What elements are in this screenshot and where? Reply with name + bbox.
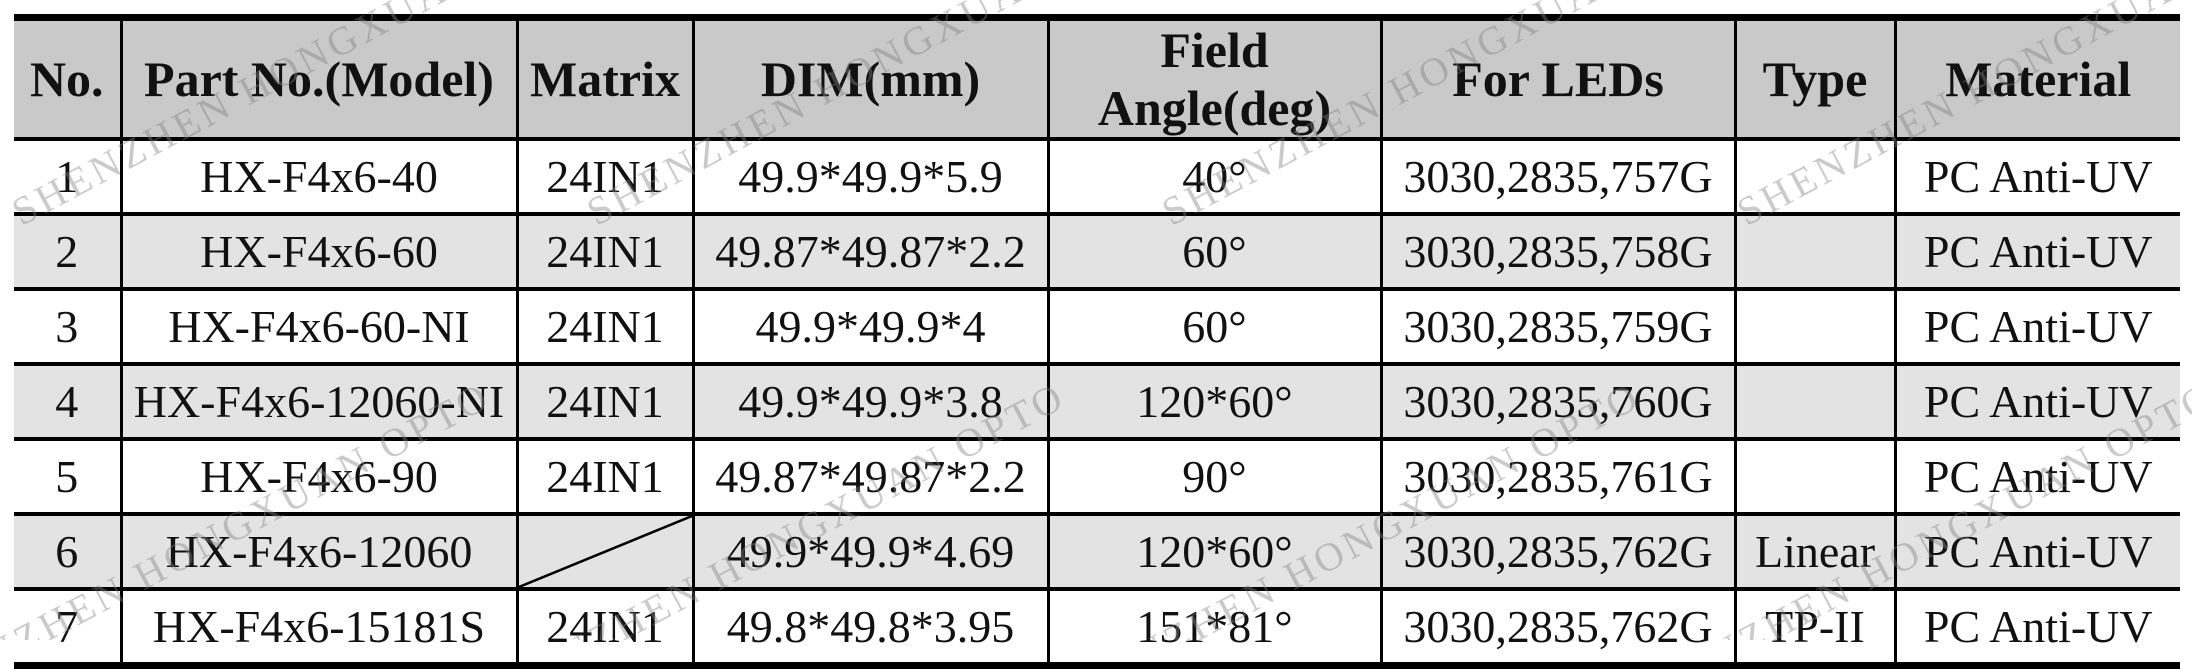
cell-angle: 151*81°: [1046, 587, 1383, 669]
table-row: 5 HX-F4x6-90 24IN1 49.87*49.87*2.2 90° 3030,2…: [14, 437, 2180, 516]
cell-angle: 120*60°: [1046, 362, 1383, 441]
cell-material: PC Anti-UV: [1893, 512, 2180, 591]
table-row: 1 HX-F4x6-40 24IN1 49.9*49.9*5.9 40° 3030,283…: [14, 137, 2180, 216]
cell-leds: 3030,2835,761G: [1379, 437, 1737, 516]
cell-type: Linear: [1733, 512, 1897, 591]
cell-leds: 3030,2835,762G: [1379, 512, 1737, 591]
cell-angle: 90°: [1046, 437, 1383, 516]
cell-type: [1733, 437, 1897, 516]
cell-dim: 49.87*49.87*2.2: [691, 437, 1050, 516]
cell-material: PC Anti-UV: [1893, 137, 2180, 216]
cell-dim: 49.8*49.8*3.95: [691, 587, 1050, 669]
cell-no: 2: [14, 212, 123, 291]
column-header-part: Part No.(Model): [119, 14, 519, 141]
cell-part: HX-F4x6-40: [119, 137, 519, 216]
cell-leds: 3030,2835,758G: [1379, 212, 1737, 291]
table-row: 3 HX-F4x6-60-NI 24IN1 49.9*49.9*4 60° 3030,28…: [14, 287, 2180, 366]
column-header-leds: For LEDs: [1379, 14, 1737, 141]
cell-part: HX-F4x6-15181S: [119, 587, 519, 669]
cell-material: PC Anti-UV: [1893, 212, 2180, 291]
column-header-type: Type: [1733, 14, 1897, 141]
column-header-matrix: Matrix: [515, 14, 695, 141]
cell-material: PC Anti-UV: [1893, 362, 2180, 441]
table-row: 4 HX-F4x6-12060-NI 24IN1 49.9*49.9*3.8 120*6…: [14, 362, 2180, 441]
spec-table: No. Part No.(Model) Matrix DIM(mm) Field Ang…: [14, 14, 2180, 669]
cell-matrix: [515, 512, 695, 591]
cell-angle: 40°: [1046, 137, 1383, 216]
cell-dim: 49.87*49.87*2.2: [691, 212, 1050, 291]
cell-angle: 60°: [1046, 212, 1383, 291]
column-header-dim: DIM(mm): [691, 14, 1050, 141]
cell-matrix: 24IN1: [515, 587, 695, 669]
cell-leds: 3030,2835,760G: [1379, 362, 1737, 441]
diagonal-slash: [519, 516, 692, 587]
cell-matrix: 24IN1: [515, 437, 695, 516]
cell-type: TP-II: [1733, 587, 1897, 669]
cell-part: HX-F4x6-12060: [119, 512, 519, 591]
cell-dim: 49.9*49.9*4.69: [691, 512, 1050, 591]
cell-type: [1733, 362, 1897, 441]
cell-dim: 49.9*49.9*4: [691, 287, 1050, 366]
cell-no: 3: [14, 287, 123, 366]
header-row: No. Part No.(Model) Matrix DIM(mm) Field Ang…: [14, 14, 2180, 141]
cell-part: HX-F4x6-60: [119, 212, 519, 291]
cell-no: 5: [14, 437, 123, 516]
cell-material: PC Anti-UV: [1893, 587, 2180, 669]
cell-type: [1733, 287, 1897, 366]
cell-part: HX-F4x6-90: [119, 437, 519, 516]
column-header-material: Material: [1893, 14, 2180, 141]
cell-leds: 3030,2835,762G: [1379, 587, 1737, 669]
cell-part: HX-F4x6-12060-NI: [119, 362, 519, 441]
cell-angle: 60°: [1046, 287, 1383, 366]
column-header-angle: Field Angle(deg): [1046, 14, 1383, 141]
table-row: 2 HX-F4x6-60 24IN1 49.87*49.87*2.2 60° 3030,2…: [14, 212, 2180, 291]
cell-no: 6: [14, 512, 123, 591]
cell-material: PC Anti-UV: [1893, 287, 2180, 366]
cell-material: PC Anti-UV: [1893, 437, 2180, 516]
cell-part: HX-F4x6-60-NI: [119, 287, 519, 366]
cell-matrix: 24IN1: [515, 212, 695, 291]
cell-type: [1733, 137, 1897, 216]
cell-no: 4: [14, 362, 123, 441]
column-header-no: No.: [14, 14, 123, 141]
cell-no: 1: [14, 137, 123, 216]
cell-leds: 3030,2835,759G: [1379, 287, 1737, 366]
cell-matrix: 24IN1: [515, 287, 695, 366]
cell-matrix: 24IN1: [515, 362, 695, 441]
table-row: 6 HX-F4x6-12060 49.9*49.9*4.69 120*60° 3030,…: [14, 512, 2180, 591]
cell-dim: 49.9*49.9*3.8: [691, 362, 1050, 441]
table-row: 7 HX-F4x6-15181S 24IN1 49.8*49.8*3.95 151*81…: [14, 587, 2180, 669]
cell-leds: 3030,2835,757G: [1379, 137, 1737, 216]
cell-no: 7: [14, 587, 123, 669]
cell-dim: 49.9*49.9*5.9: [691, 137, 1050, 216]
cell-type: [1733, 212, 1897, 291]
cell-matrix: 24IN1: [515, 137, 695, 216]
cell-angle: 120*60°: [1046, 512, 1383, 591]
